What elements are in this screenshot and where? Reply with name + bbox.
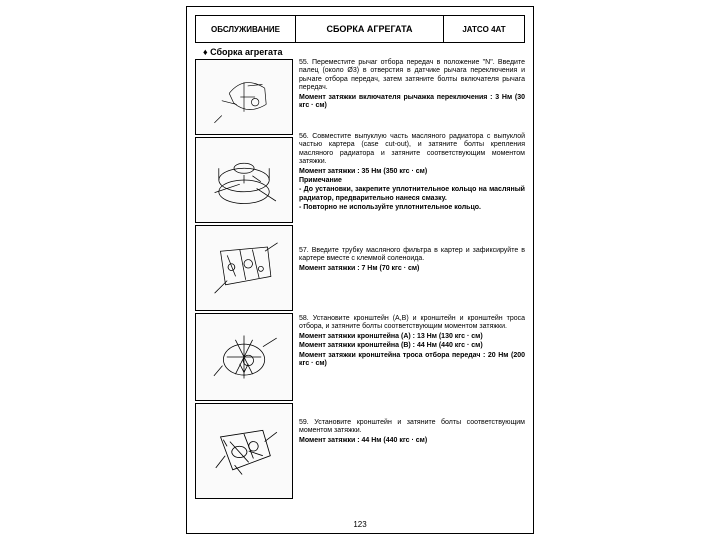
step-paragraph: Момент затяжки кронштейна (В) : 44 Нм (4…: [299, 342, 525, 350]
figure-3: [195, 225, 293, 311]
figure-2: [195, 137, 293, 223]
step-text-3: 57. Введите трубку масляного фильтра в к…: [299, 247, 525, 311]
step-paragraph: Момент затяжки : 7 Нм (70 кгс · см): [299, 265, 525, 273]
section-title-text: Сборка агрегата: [210, 47, 282, 57]
figure-5: [195, 403, 293, 499]
page-number: 123: [187, 520, 533, 529]
step-paragraph: - До установки, закрепите уплотнительное…: [299, 186, 525, 203]
step-paragraph: Момент затяжки : 44 Нм (440 кгс · см): [299, 437, 525, 445]
page-frame: ОБСЛУЖИВАНИЕ СБОРКА АГРЕГАТА JATCO 4AT ♦…: [186, 6, 534, 534]
step-paragraph: Момент затяжки кронштейна (А) : 13 Нм (1…: [299, 333, 525, 341]
figure-1: [195, 59, 293, 135]
section-title: ♦ Сборка агрегата: [203, 47, 525, 57]
header-left: ОБСЛУЖИВАНИЕ: [196, 16, 296, 42]
header-mid: СБОРКА АГРЕГАТА: [296, 16, 444, 42]
step-paragraph: - Повторно не используйте уплотнительное…: [299, 204, 525, 212]
header-right: JATCO 4AT: [444, 16, 524, 42]
step-paragraph: Момент затяжки кронштейна троса отбора п…: [299, 352, 525, 369]
step-paragraph: 59. Установите кронштейн и затяните болт…: [299, 419, 525, 436]
images-column: [195, 59, 293, 499]
step-paragraph: 57. Введите трубку масляного фильтра в к…: [299, 247, 525, 264]
page-inner: ОБСЛУЖИВАНИЕ СБОРКА АГРЕГАТА JATCO 4AT ♦…: [195, 15, 525, 515]
step-paragraph: Примечание: [299, 177, 525, 185]
step-text-4: 58. Установите кронштейн (А,В) и кронште…: [299, 315, 525, 415]
header-box: ОБСЛУЖИВАНИЕ СБОРКА АГРЕГАТА JATCO 4AT: [195, 15, 525, 43]
figure-4: [195, 313, 293, 401]
step-paragraph: 58. Установите кронштейн (А,В) и кронште…: [299, 315, 525, 332]
step-text-1: 55. Переместите рычаг отбора передач в п…: [299, 59, 525, 129]
step-paragraph: 55. Переместите рычаг отбора передач в п…: [299, 59, 525, 93]
step-text-5: 59. Установите кронштейн и затяните болт…: [299, 419, 525, 479]
step-text-2: 56. Совместите выпуклую часть масляного …: [299, 133, 525, 243]
step-paragraph: 56. Совместите выпуклую часть масляного …: [299, 133, 525, 167]
content-area: 55. Переместите рычаг отбора передач в п…: [195, 59, 525, 499]
step-paragraph: Момент затяжки : 35 Нм (350 кгс · см): [299, 168, 525, 176]
step-paragraph: Момент затяжки включателя рычажка перекл…: [299, 94, 525, 111]
text-column: 55. Переместите рычаг отбора передач в п…: [299, 59, 525, 499]
